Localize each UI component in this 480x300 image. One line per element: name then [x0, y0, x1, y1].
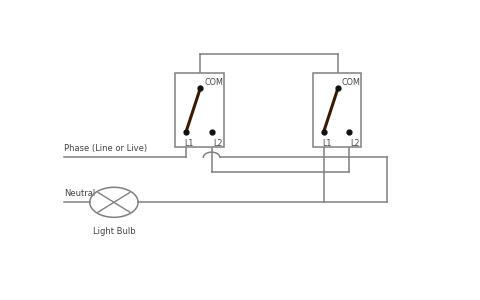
Text: L1: L1 — [184, 139, 194, 148]
FancyBboxPatch shape — [175, 73, 224, 147]
Text: L1: L1 — [322, 139, 332, 148]
Text: L2: L2 — [213, 139, 223, 148]
Text: Phase (Line or Live): Phase (Line or Live) — [64, 144, 147, 153]
Text: Neutral: Neutral — [64, 189, 95, 198]
Text: COM: COM — [204, 78, 223, 87]
Text: Light Bulb: Light Bulb — [93, 226, 135, 236]
Text: COM: COM — [342, 78, 360, 87]
Text: L2: L2 — [351, 139, 360, 148]
FancyBboxPatch shape — [313, 73, 361, 147]
